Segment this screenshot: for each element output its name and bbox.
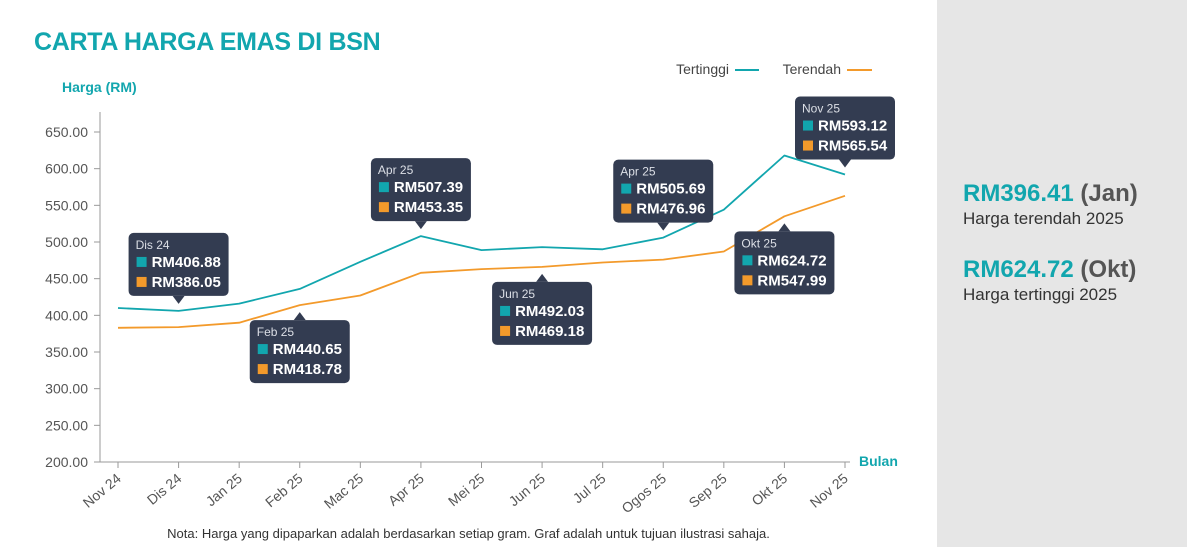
tooltip-swatch-low [136,276,147,287]
highest-price-amount: RM624.72 [963,256,1074,283]
x-tick-label: Dis 24 [144,470,185,508]
tooltip-pointer [839,159,851,168]
y-tick-label: 200.00 [45,454,88,470]
tooltip-swatch-high [500,305,511,316]
tooltip-swatch-low [803,140,813,151]
tooltip-swatch-high [257,344,268,355]
tooltip-high-value: RM505.69 [636,181,705,198]
y-tick-label: 500.00 [45,234,88,250]
tooltip-low-value: RM547.99 [757,272,826,289]
legend-label-high: Tertinggi [676,61,729,77]
footnote: Nota: Harga yang dipaparkan adalah berda… [167,526,770,541]
y-tick-label: 250.00 [45,417,88,433]
tooltip-pointer [657,222,670,231]
highest-price-value: RM624.72 (Okt) [963,256,1136,284]
tooltip-low-value: RM469.18 [515,323,584,340]
x-tick-label: Nov 24 [80,470,124,511]
series-line-tertinggi [117,154,846,312]
highest-price-month: (Okt) [1080,256,1137,283]
tooltip-low-value: RM418.78 [273,361,342,378]
tooltip-swatch-low [742,275,753,286]
lowest-price-amount: RM396.41 [963,180,1074,207]
lowest-price-label: Harga terendah 2025 [963,209,1124,228]
tooltip-pointer [536,273,549,282]
x-tick-label: Ogos 25 [618,470,669,516]
x-tick-label: Nov 25 [807,470,851,511]
tooltip-high-value: RM624.72 [757,252,826,269]
tooltip-pointer [414,221,427,230]
tooltip-swatch-low [378,202,389,213]
series-line-terendah [117,194,846,329]
chart-title: CARTA HARGA EMAS DI BSN [34,28,381,56]
x-tick-label: Mac 25 [321,470,367,512]
tooltip-month: Apr 25 [378,163,414,177]
y-tick-label: 300.00 [45,381,88,397]
y-tick-label: 400.00 [45,307,88,323]
tooltip-swatch-high [803,120,813,131]
y-tick-label: 450.00 [45,271,88,287]
tooltip-month: Apr 25 [620,165,656,179]
tooltip-box [128,232,229,296]
tooltip-high-value: RM507.39 [394,179,463,196]
x-tick-label: Feb 25 [262,470,306,510]
tooltip-box [249,320,350,384]
tooltip-month: Jun 25 [499,287,535,301]
y-tick-label: 600.00 [45,161,88,177]
tooltip-pointer [293,312,306,321]
tooltip-low-value: RM453.35 [394,199,463,216]
tooltip-box [613,159,714,223]
tooltip-pointer [778,223,791,232]
tooltip-swatch-low [257,364,268,375]
y-tick-label: 650.00 [45,124,88,140]
tooltip-low-value: RM565.54 [818,138,888,155]
highest-price-label: Harga tertinggi 2025 [963,285,1118,304]
lowest-price-summary: RM396.41 (Jan) Harga terendah 2025 [963,180,1138,229]
x-tick-label: Mei 25 [445,470,488,509]
y-axis-title: Harga (RM) [62,79,137,95]
tooltip-high-value: RM440.65 [273,341,342,358]
tooltip-high-value: RM492.03 [515,303,584,320]
tooltip-swatch-low [621,203,632,214]
x-tick-label: Jun 25 [506,470,549,509]
tooltip-box [734,231,835,295]
tooltip-month: Okt 25 [741,236,777,250]
x-tick-label: Apr 25 [385,470,427,509]
tooltip-swatch-high [621,183,632,194]
legend-label-low: Terendah [783,61,841,77]
y-tick-label: 350.00 [45,344,88,360]
tooltip-box [492,281,593,345]
tooltip-swatch-high [136,256,147,267]
tooltip-swatch-high [742,255,753,266]
x-tick-label: Okt 25 [748,470,790,509]
tooltip-high-value: RM593.12 [818,118,887,135]
tooltip-box [795,96,895,160]
tooltip-swatch-low [500,325,511,336]
tooltip-month: Feb 25 [257,325,295,339]
tooltip-low-value: RM386.05 [152,274,221,291]
gold-price-chart: 200.00 250.00 300.00 350.00 400.00 450.00 500.… [45,61,898,516]
x-tick-label: Sep 25 [685,470,729,511]
lowest-price-month: (Jan) [1080,180,1138,207]
tooltip-low-value: RM476.96 [636,201,705,218]
summary-panel [937,0,1187,547]
tooltip-month: Nov 25 [802,102,840,116]
y-tick-label: 550.00 [45,197,88,213]
x-tick-label: Jul 25 [570,470,609,506]
tooltip-box [370,158,471,222]
x-tick-label: Jan 25 [203,470,246,509]
tooltip-swatch-high [378,182,389,193]
tooltip-high-value: RM406.88 [152,254,221,271]
x-axis-title: Bulan [859,453,898,469]
highest-price-summary: RM624.72 (Okt) Harga tertinggi 2025 [963,256,1136,305]
tooltip-pointer [172,295,185,304]
tooltip-month: Dis 24 [136,238,170,252]
lowest-price-value: RM396.41 (Jan) [963,180,1138,208]
